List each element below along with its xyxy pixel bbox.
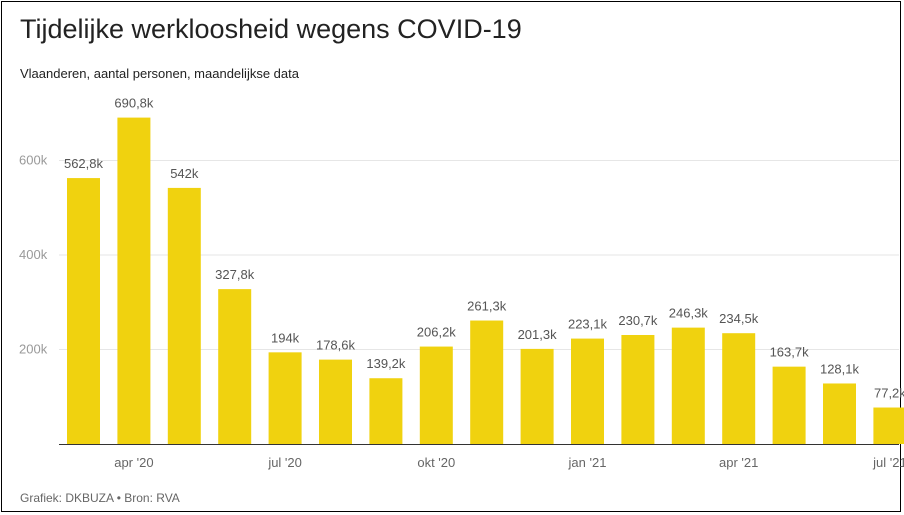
x-tick-label: jul '21	[872, 455, 904, 470]
data-label: 261,3k	[467, 299, 507, 314]
x-tick-label: okt '20	[417, 455, 455, 470]
data-label: 201,3k	[518, 327, 558, 342]
chart-title: Tijdelijke werkloosheid wegens COVID-19	[20, 14, 522, 44]
x-tick-label: apr '20	[114, 455, 153, 470]
data-label: 234,5k	[719, 311, 759, 326]
y-tick-label: 200k	[19, 342, 48, 357]
bar	[419, 346, 453, 444]
chart-source: Grafiek: DKBUZA • Bron: RVA	[20, 491, 180, 505]
bar	[823, 383, 856, 444]
data-label: 178,6k	[316, 338, 356, 353]
data-label: 230,7k	[618, 313, 658, 328]
bar	[722, 333, 756, 444]
x-tick-label: apr '21	[719, 455, 758, 470]
data-label: 163,7k	[770, 345, 810, 360]
data-label: 206,2k	[417, 325, 457, 340]
bar	[167, 187, 201, 444]
data-label: 128,1k	[820, 361, 860, 376]
data-label: 139,2k	[366, 356, 406, 371]
data-label: 562,8k	[64, 156, 104, 171]
bar	[369, 378, 403, 444]
data-label: 223,1k	[568, 317, 608, 332]
bar	[873, 407, 904, 444]
bar	[117, 117, 151, 445]
y-tick-label: 400k	[19, 247, 48, 262]
x-tick-label: jan '21	[568, 455, 607, 470]
data-label: 77,2k	[874, 386, 904, 401]
data-label: 542k	[170, 166, 199, 181]
x-tick-label: jul '20	[267, 455, 302, 470]
bar	[218, 289, 252, 444]
bar	[571, 338, 604, 444]
y-tick-label: 600k	[19, 153, 48, 168]
data-label: 690,8k	[114, 96, 154, 111]
bar	[621, 334, 655, 444]
bar	[67, 178, 100, 444]
bar	[319, 359, 352, 444]
data-label: 246,3k	[669, 306, 709, 321]
chart-subtitle: Vlaanderen, aantal personen, maandelijks…	[20, 66, 299, 81]
bar	[671, 327, 705, 444]
bar	[470, 320, 504, 444]
data-label: 327,8k	[215, 267, 255, 282]
bar	[268, 352, 302, 444]
data-label: 194k	[271, 330, 300, 345]
bar	[520, 348, 554, 444]
bar	[772, 366, 806, 444]
